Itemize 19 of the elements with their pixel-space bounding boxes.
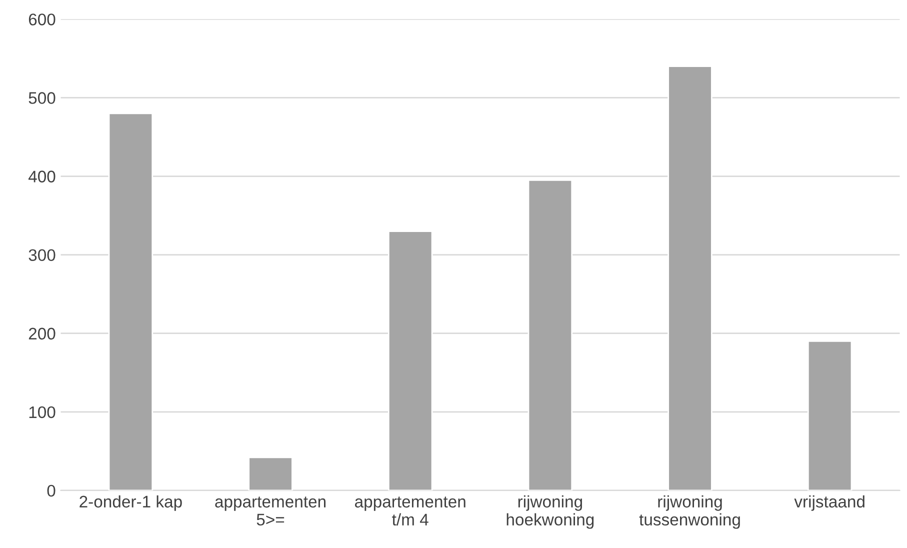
x-tick-label: 2-onder-1 kap xyxy=(80,495,182,511)
x-tick-label: appartementen t/m 4 xyxy=(354,496,466,526)
y-tick-label: 500 xyxy=(28,92,56,104)
y-tick-label: 200 xyxy=(28,328,56,340)
y-tick-label: 0 xyxy=(47,484,56,497)
y-tick-label: 600 xyxy=(28,14,56,26)
x-tick-label: appartementen 5>= xyxy=(215,496,326,526)
y-tick-label: 300 xyxy=(28,249,56,262)
bar xyxy=(248,456,293,490)
bar xyxy=(807,340,852,490)
x-tick-label: vrijstaand xyxy=(794,495,864,511)
bar xyxy=(388,230,433,490)
x-tick-label: rijwoning tussenwoning xyxy=(639,495,740,529)
bar xyxy=(108,112,154,490)
y-tick-label: 400 xyxy=(28,170,56,182)
y-tick-label: 100 xyxy=(29,406,56,418)
x-tick-label: rijwoning hoekwoning xyxy=(506,495,594,529)
bar xyxy=(528,180,573,490)
bar xyxy=(668,66,712,490)
